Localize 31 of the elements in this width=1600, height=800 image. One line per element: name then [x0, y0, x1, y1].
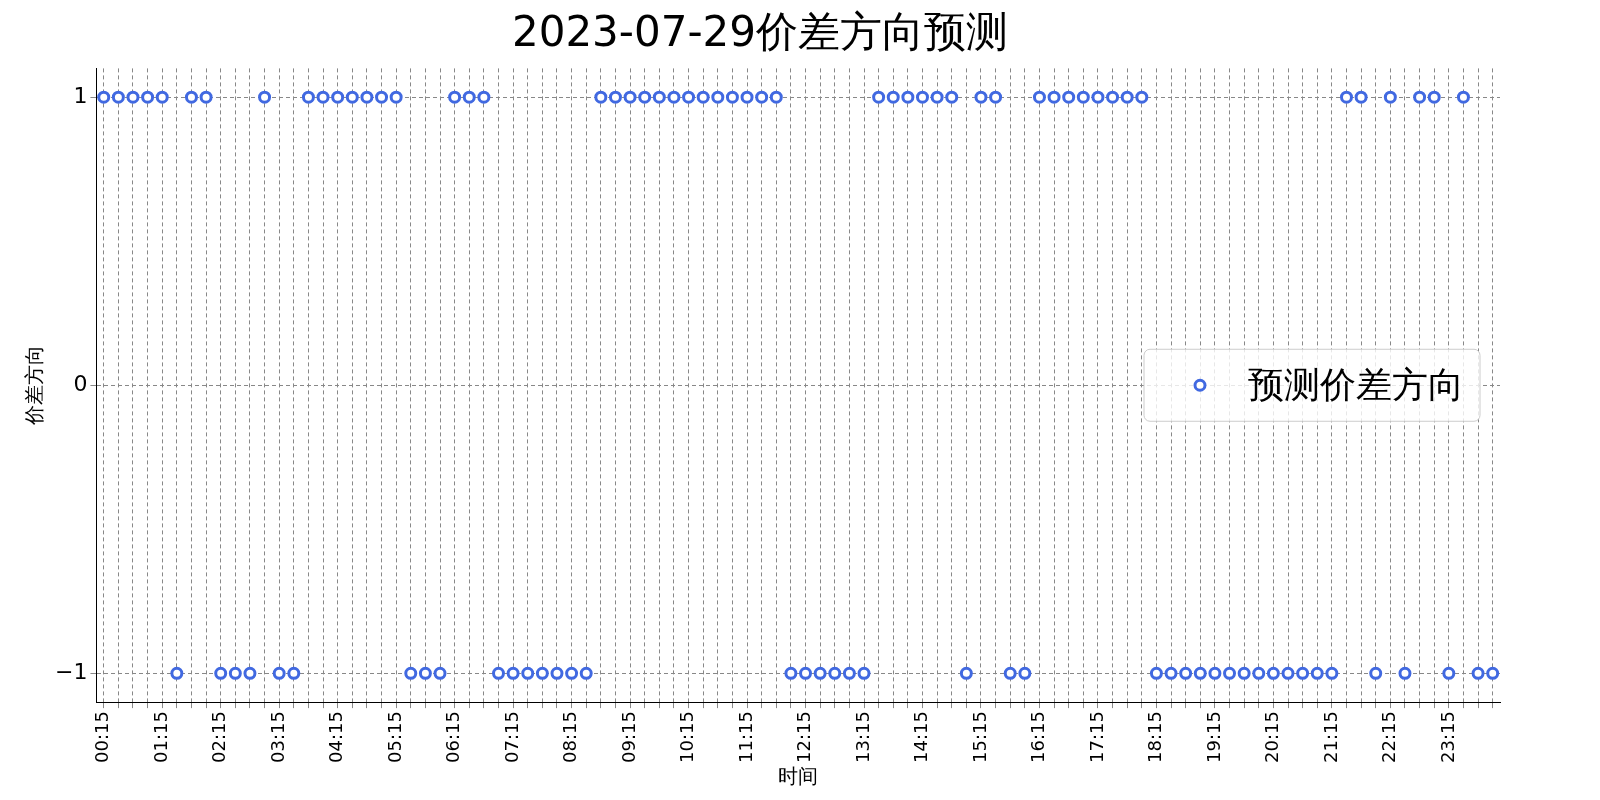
x-tick-label: 02:15	[208, 711, 230, 763]
x-tick-label: 01:15	[149, 711, 171, 763]
x-tick-label: 10:15	[676, 711, 698, 763]
y-tick-label: −1	[54, 659, 88, 685]
x-tick-label: 08:15	[559, 711, 581, 763]
x-tick-label: 06:15	[442, 711, 464, 763]
chart-title: 2023-07-29价差方向预测	[511, 7, 1009, 57]
x-tick-label: 15:15	[968, 711, 990, 763]
x-tick-label: 11:15	[734, 711, 756, 763]
legend-label: 预测价差方向	[1248, 363, 1464, 405]
y-axis-title: 价差方向	[22, 345, 47, 427]
x-tick-label: 18:15	[1144, 711, 1166, 763]
x-tick-label: 16:15	[1027, 711, 1049, 763]
x-tick-label: 21:15	[1319, 711, 1341, 763]
y-tick-label: 1	[73, 82, 88, 108]
x-axis-title: 时间	[778, 764, 819, 789]
x-tick-label: 07:15	[500, 711, 522, 763]
x-tick-label: 04:15	[325, 711, 347, 763]
x-tick-label: 12:15	[793, 711, 815, 763]
x-tick-label: 22:15	[1378, 711, 1400, 763]
x-tick-label: 20:15	[1261, 711, 1283, 763]
x-tick-label: 23:15	[1436, 711, 1458, 763]
x-tick-label: 05:15	[383, 711, 405, 763]
x-tick-label: 03:15	[266, 711, 288, 763]
x-tick-label: 19:15	[1202, 711, 1224, 763]
x-tick-label: 09:15	[617, 711, 639, 763]
x-tick-label: 14:15	[910, 711, 932, 763]
x-tick-label: 00:15	[91, 711, 113, 763]
x-tick-label: 13:15	[851, 711, 873, 763]
x-tick-label: 17:15	[1085, 711, 1107, 763]
y-tick-label: 0	[73, 370, 88, 396]
